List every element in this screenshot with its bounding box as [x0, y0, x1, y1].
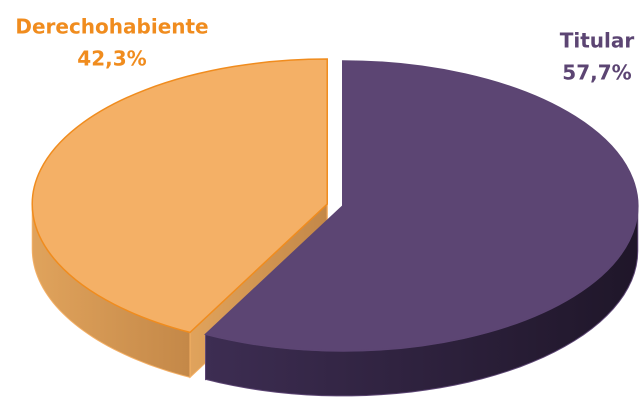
slice [204, 60, 639, 352]
slice-label: Derechohabiente [15, 15, 208, 39]
value-label: 57,7% [562, 61, 631, 85]
value-label: 42,3% [77, 47, 146, 71]
slice [31, 58, 328, 334]
slice-label: Titular [560, 29, 635, 53]
